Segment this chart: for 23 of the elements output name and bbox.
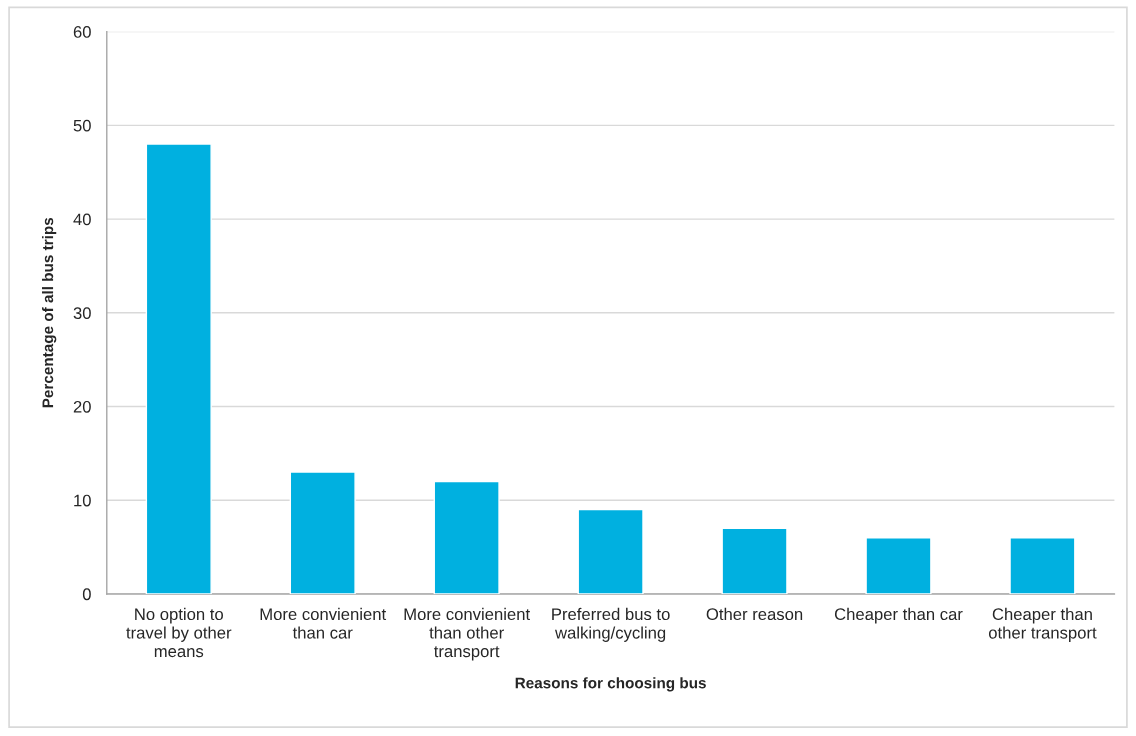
y-tick-label: 50 [73, 119, 91, 132]
y-tick-label: 30 [73, 307, 91, 319]
y-tick-label: 10 [74, 494, 91, 507]
y-tick-label: 20 [73, 400, 91, 413]
y-tick-label: 0 [82, 588, 91, 601]
x-tick-label: Preferred bus to walking/cycling [552, 607, 670, 642]
x-tick-label: No option to travel by other means [126, 607, 232, 658]
y-tick-label: 40 [73, 213, 91, 226]
y-tick-label: 60 [73, 26, 91, 38]
bar [721, 527, 788, 594]
x-tick-label: More convienient than car [260, 607, 387, 639]
bar [577, 508, 644, 594]
bar [433, 480, 500, 594]
bar [865, 537, 932, 594]
x-tick-label: Cheaper than other transport [988, 607, 1097, 642]
x-axis-title: Reasons for choosing bus [515, 677, 706, 692]
x-tick-label: Other reason [706, 607, 803, 621]
x-tick-label: Cheaper than car [834, 607, 963, 624]
x-tick-label: More convienient than other transport [404, 607, 530, 661]
bar [145, 143, 212, 594]
bar [289, 471, 356, 594]
y-axis-title: Percentage of all bus trips [41, 217, 57, 408]
bar [1009, 537, 1076, 594]
